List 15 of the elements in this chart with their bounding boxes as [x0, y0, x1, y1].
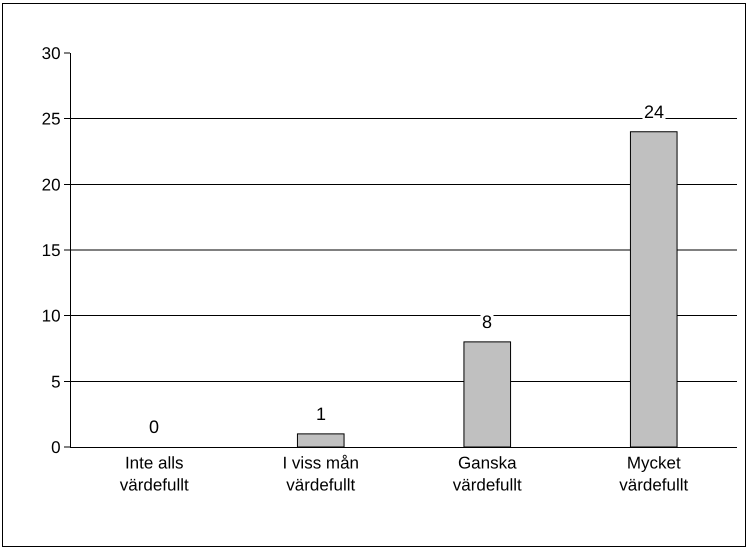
data-label: 24 — [644, 102, 664, 122]
x-tick-label: Mycket värdefullt — [619, 453, 689, 494]
y-tick-label: 25 — [42, 110, 61, 129]
x-tick-label: Ganska värdefullt — [452, 453, 522, 494]
y-tick-label: 20 — [42, 175, 61, 194]
y-tick-label: 5 — [51, 372, 61, 392]
y-tick-label: 15 — [42, 240, 61, 260]
x-tick-label: Inte alls värdefullt — [120, 453, 190, 494]
data-label: 1 — [316, 404, 326, 424]
x-tick-label: I viss mån värdefullt — [282, 453, 360, 494]
y-tick-label: 0 — [51, 438, 61, 457]
y-tick-label: 30 — [42, 44, 61, 63]
y-tick-label: 10 — [42, 306, 61, 326]
data-label: 8 — [482, 312, 492, 332]
data-label: 0 — [149, 417, 160, 437]
